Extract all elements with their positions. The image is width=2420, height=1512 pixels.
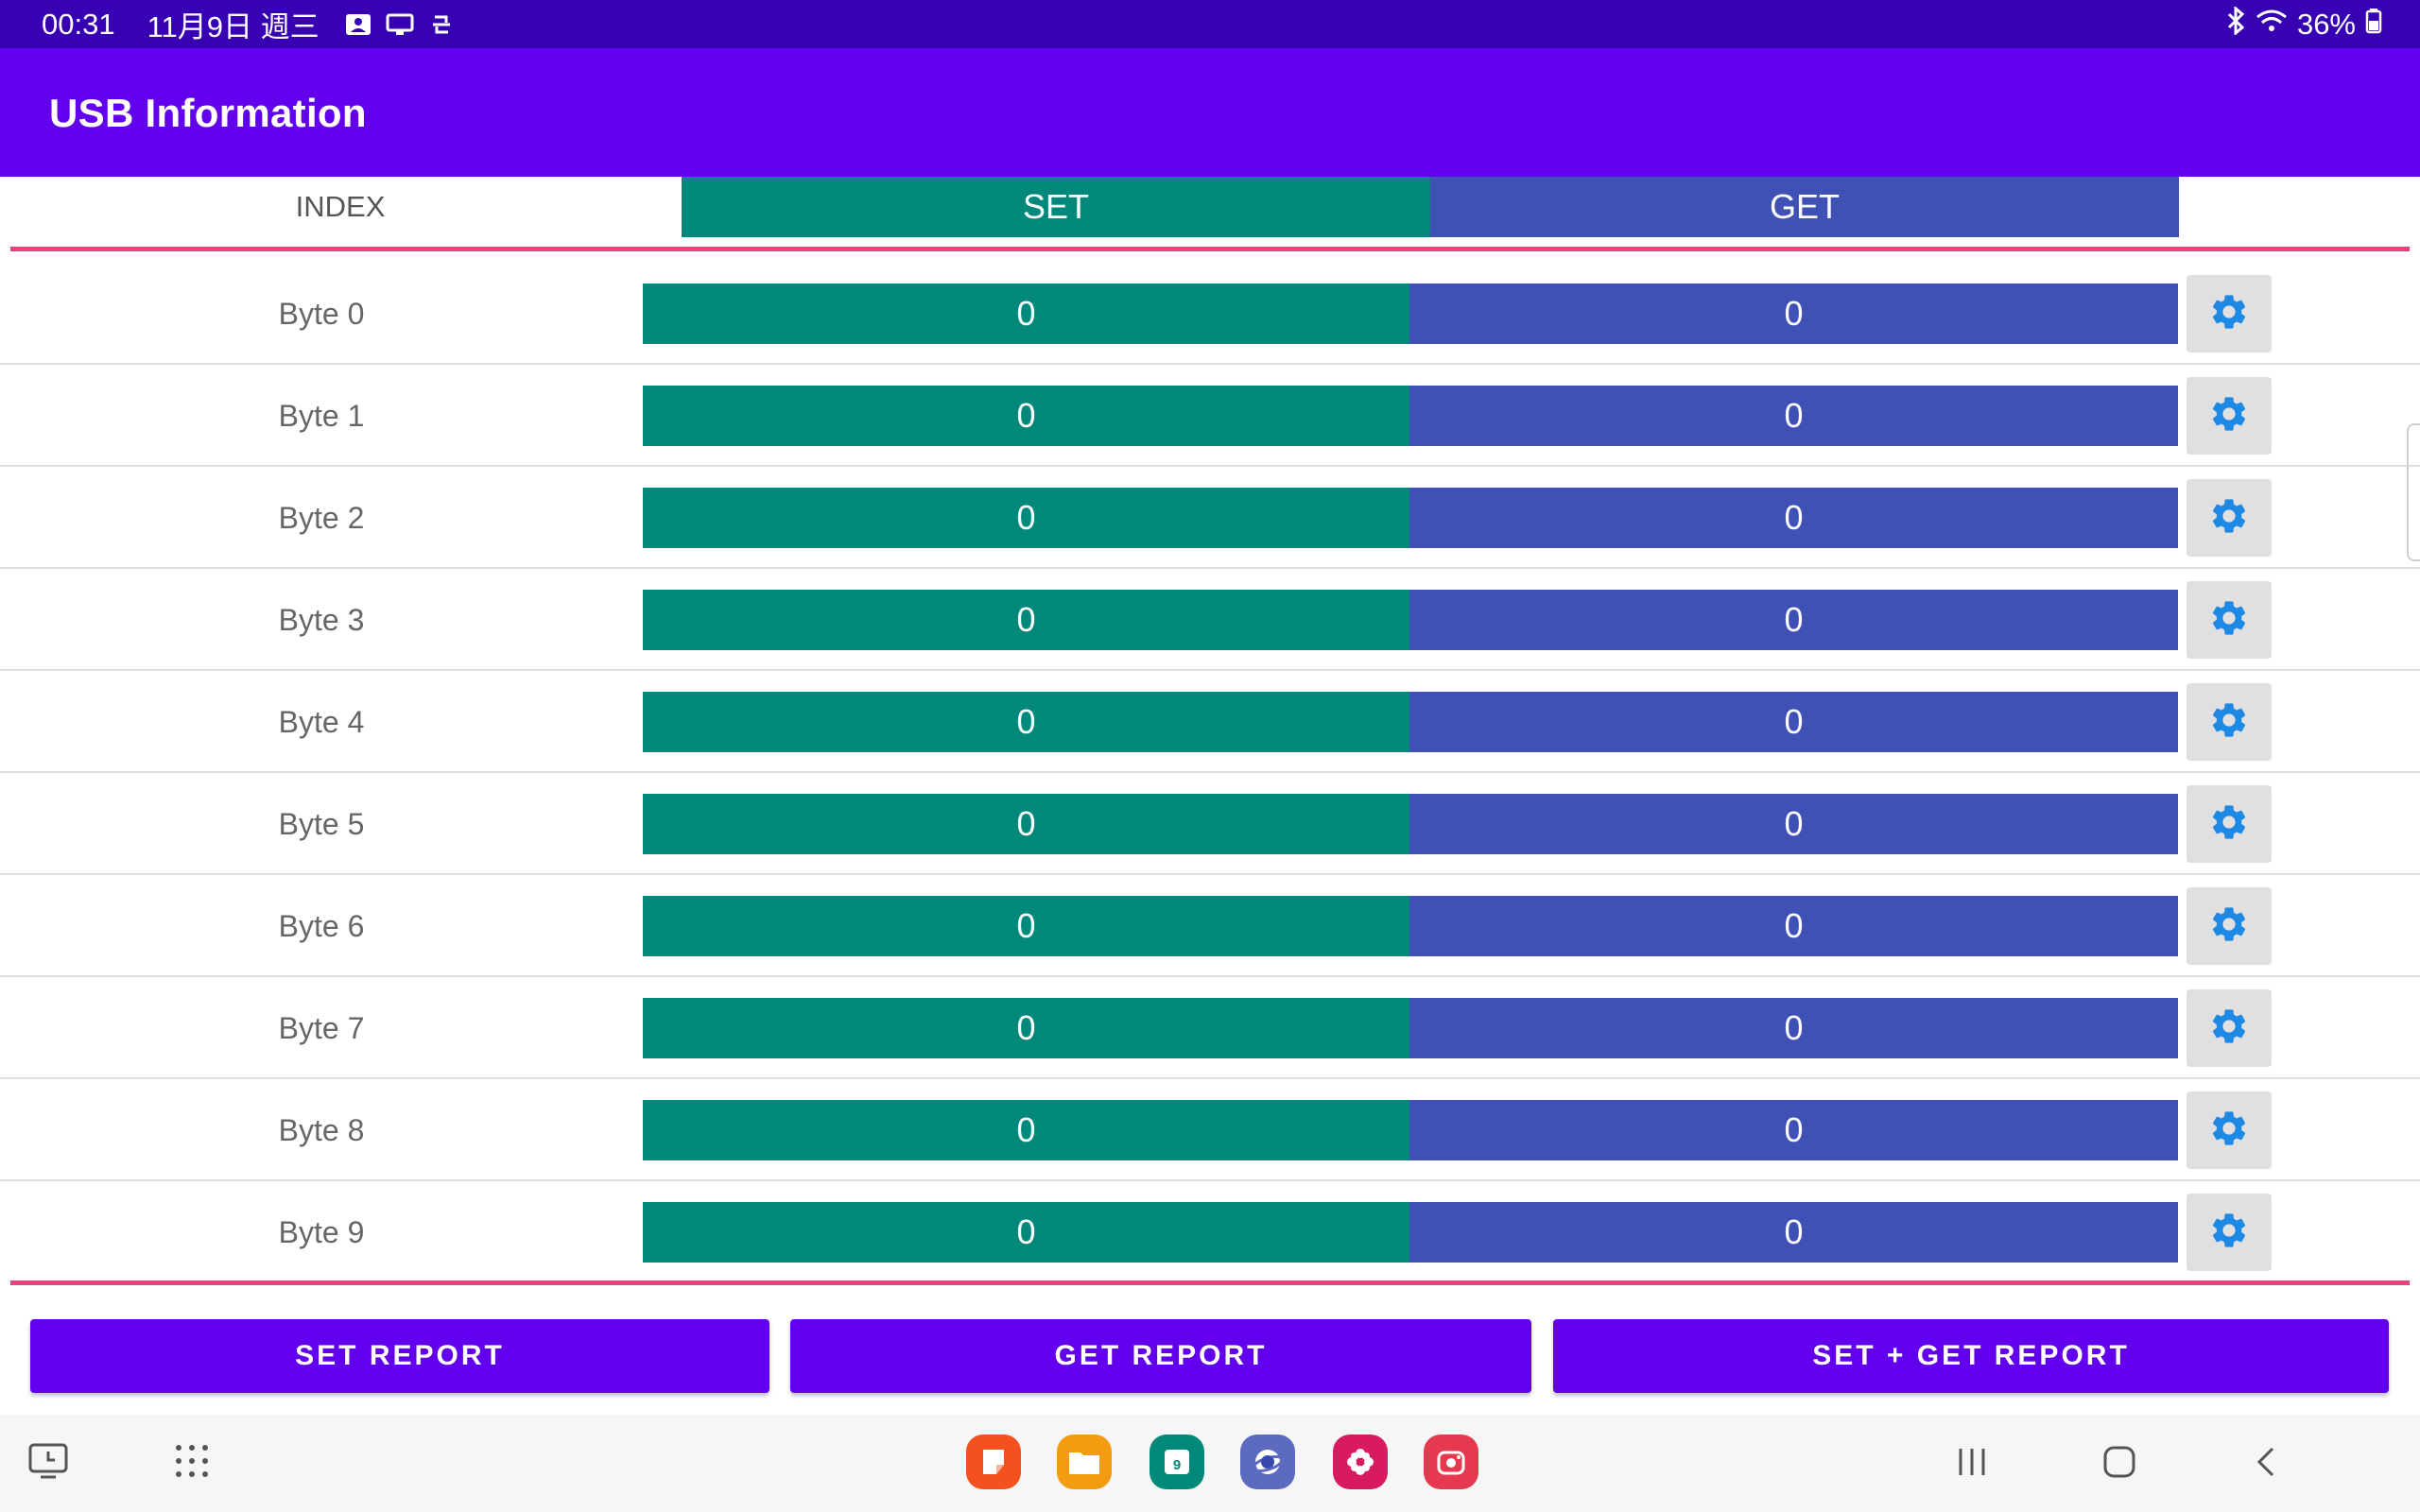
set-value-field[interactable]: 0 xyxy=(643,1100,1409,1160)
byte-label: Byte 7 xyxy=(278,1010,365,1045)
set-value-field[interactable]: 0 xyxy=(643,896,1409,956)
byte-label: Byte 4 xyxy=(278,704,365,739)
gallery-icon xyxy=(344,11,372,38)
gear-icon xyxy=(2208,801,2250,848)
gear-icon xyxy=(2208,1005,2250,1052)
set-value-field[interactable]: 0 xyxy=(643,1202,1409,1263)
battery-icon xyxy=(2365,8,2382,42)
header-get: GET xyxy=(1430,177,2179,237)
set-report-button[interactable]: SET REPORT xyxy=(30,1319,769,1393)
get-value-field: 0 xyxy=(1409,692,2178,752)
battery-percent: 36% xyxy=(2296,7,2356,41)
status-bar: 00:31 11月9日 週三 36% xyxy=(0,0,2420,48)
gear-icon xyxy=(2208,291,2250,337)
page-title: USB Information xyxy=(49,91,367,135)
bluetooth-icon xyxy=(2225,5,2246,43)
get-value-field: 0 xyxy=(1409,794,2178,854)
row-settings-button[interactable] xyxy=(2187,989,2272,1067)
app-drawer-icon[interactable] xyxy=(170,1439,214,1483)
set-value-field[interactable]: 0 xyxy=(643,692,1409,752)
app-bar: USB Information xyxy=(0,48,2420,177)
get-report-button[interactable]: GET REPORT xyxy=(790,1319,1531,1393)
header-divider xyxy=(10,247,2410,251)
flower-app-icon[interactable] xyxy=(1333,1435,1388,1489)
action-bar: SET REPORT GET REPORT SET + GET REPORT xyxy=(0,1319,2420,1393)
gear-icon xyxy=(2208,903,2250,950)
set-get-report-button[interactable]: SET + GET REPORT xyxy=(1553,1319,2389,1393)
status-time: 00:31 xyxy=(42,7,115,41)
table-row: Byte 8 0 0 xyxy=(0,1079,2420,1181)
table-header: INDEX SET GET xyxy=(0,177,2420,237)
gear-icon xyxy=(2208,699,2250,746)
navigation-bar xyxy=(0,1415,2420,1512)
table-row: Byte 6 0 0 xyxy=(0,875,2420,977)
calendar-app-icon[interactable]: 9 xyxy=(1150,1435,1204,1489)
table-row: Byte 5 0 0 xyxy=(0,773,2420,875)
byte-label: Byte 1 xyxy=(278,398,365,433)
table-row: Byte 9 0 0 xyxy=(0,1181,2420,1283)
table-row: Byte 3 0 0 xyxy=(0,569,2420,671)
byte-label: Byte 6 xyxy=(278,908,365,943)
row-settings-button[interactable] xyxy=(2187,1091,2272,1169)
get-value-field: 0 xyxy=(1409,386,2178,446)
notes-app-icon[interactable] xyxy=(966,1435,1021,1489)
table-row: Byte 4 0 0 xyxy=(0,671,2420,773)
home-icon[interactable] xyxy=(2099,1441,2140,1483)
calendar-day: 9 xyxy=(1173,1457,1181,1473)
row-settings-button[interactable] xyxy=(2187,479,2272,557)
get-value-field: 0 xyxy=(1409,1100,2178,1160)
byte-label: Byte 8 xyxy=(278,1112,365,1147)
screen-icon xyxy=(386,11,414,38)
get-value-field: 0 xyxy=(1409,488,2178,548)
set-value-field[interactable]: 0 xyxy=(643,794,1409,854)
set-value-field[interactable]: 0 xyxy=(643,386,1409,446)
header-index: INDEX xyxy=(295,190,386,223)
get-value-field: 0 xyxy=(1409,998,2178,1058)
get-value-field: 0 xyxy=(1409,590,2178,650)
edge-panel-handle[interactable] xyxy=(2407,423,2420,561)
recents-icon[interactable] xyxy=(1953,1441,1991,1483)
set-value-field[interactable]: 0 xyxy=(643,590,1409,650)
row-settings-button[interactable] xyxy=(2187,1194,2272,1271)
files-app-icon[interactable] xyxy=(1057,1435,1112,1489)
row-settings-button[interactable] xyxy=(2187,377,2272,455)
gear-icon xyxy=(2208,597,2250,644)
gear-icon xyxy=(2208,495,2250,541)
byte-label: Byte 0 xyxy=(278,296,365,331)
camera-app-icon[interactable] xyxy=(1424,1435,1478,1489)
get-value-field: 0 xyxy=(1409,284,2178,344)
wifi-icon xyxy=(2256,8,2288,42)
get-value-field: 0 xyxy=(1409,1202,2178,1263)
get-value-field: 0 xyxy=(1409,896,2178,956)
recent-screen-icon[interactable] xyxy=(26,1439,70,1483)
gear-icon xyxy=(2208,393,2250,439)
set-value-field[interactable]: 0 xyxy=(643,998,1409,1058)
row-settings-button[interactable] xyxy=(2187,887,2272,965)
header-set: SET xyxy=(682,177,1430,237)
internet-app-icon[interactable] xyxy=(1240,1435,1295,1489)
table-row: Byte 7 0 0 xyxy=(0,977,2420,1079)
byte-label: Byte 3 xyxy=(278,602,365,637)
status-date: 11月9日 週三 xyxy=(147,10,320,43)
set-value-field[interactable]: 0 xyxy=(643,488,1409,548)
gear-icon xyxy=(2208,1108,2250,1154)
gear-icon xyxy=(2208,1210,2250,1256)
table-row: Byte 2 0 0 xyxy=(0,467,2420,569)
sync-icon xyxy=(427,11,456,38)
table-row: Byte 0 0 0 xyxy=(0,263,2420,365)
byte-label: Byte 9 xyxy=(278,1214,365,1249)
table-bottom-divider xyxy=(10,1280,2410,1285)
byte-label: Byte 2 xyxy=(278,500,365,535)
back-icon[interactable] xyxy=(2246,1441,2288,1483)
byte-label: Byte 5 xyxy=(278,806,365,841)
row-settings-button[interactable] xyxy=(2187,683,2272,761)
row-settings-button[interactable] xyxy=(2187,785,2272,863)
table-row: Byte 1 0 0 xyxy=(0,365,2420,467)
row-settings-button[interactable] xyxy=(2187,581,2272,659)
set-value-field[interactable]: 0 xyxy=(643,284,1409,344)
row-settings-button[interactable] xyxy=(2187,275,2272,352)
